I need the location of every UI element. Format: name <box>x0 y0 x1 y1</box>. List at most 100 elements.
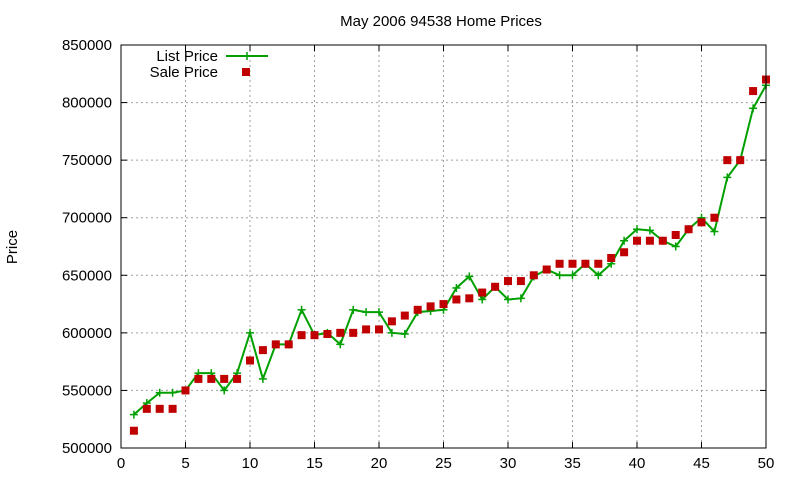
list-price-point <box>594 271 603 280</box>
x-tick-label: 40 <box>629 455 646 472</box>
y-tick-label: 500000 <box>62 440 112 457</box>
series-layer <box>129 75 770 435</box>
y-tick-label: 700000 <box>62 210 112 227</box>
sale-price-point <box>465 294 474 303</box>
list-price-point <box>452 283 461 292</box>
sale-price-point <box>426 302 435 311</box>
x-tick-label: 30 <box>500 455 517 472</box>
sale-price-point <box>516 277 525 286</box>
sale-price-point <box>504 277 512 286</box>
list-price-point <box>671 242 680 251</box>
sale-price-point <box>284 340 293 349</box>
list-price-point <box>297 305 306 314</box>
sale-price-point <box>620 248 629 257</box>
sale-price-point <box>697 218 706 227</box>
sale-price-point <box>581 259 590 268</box>
list-price-point <box>362 308 371 317</box>
y-tick-label: 750000 <box>62 152 112 169</box>
sale-price-point <box>375 325 383 334</box>
list-price-point <box>723 173 732 182</box>
list-price-point <box>504 295 512 304</box>
legend-marker-sale-price <box>242 68 250 76</box>
x-tick-label: 20 <box>371 455 388 472</box>
sale-price-point <box>684 225 693 234</box>
x-tick-label: 15 <box>306 455 323 472</box>
sale-price-point <box>645 236 654 245</box>
list-price-point <box>710 227 719 236</box>
sale-price-point <box>181 386 190 395</box>
list-price-point <box>620 236 629 245</box>
x-tick-label: 0 <box>117 455 125 472</box>
sale-price-point <box>155 404 164 413</box>
sale-price-point <box>529 271 538 280</box>
sale-price-point <box>349 328 358 337</box>
y-axis-label: Price <box>4 230 21 264</box>
sale-price-point <box>271 340 280 349</box>
sale-price-point <box>362 325 371 334</box>
sale-price-point <box>336 328 345 337</box>
list-price-point <box>568 271 577 280</box>
series-line-list-price <box>133 84 767 416</box>
x-tick-label: 10 <box>242 455 259 472</box>
sale-price-point <box>439 300 448 309</box>
legend: List Price Sale Price <box>150 48 268 81</box>
sale-price-point <box>478 288 487 297</box>
sale-price-point <box>194 374 203 383</box>
list-price-point <box>246 328 254 337</box>
sale-price-point <box>710 213 719 222</box>
list-price-point <box>387 328 396 337</box>
sale-price-point <box>736 156 745 165</box>
sale-price-point <box>749 87 758 96</box>
list-price-point <box>129 410 138 419</box>
list-price-point <box>349 305 358 314</box>
list-price-point <box>633 225 641 234</box>
list-price-point <box>258 374 267 383</box>
sale-price-point <box>658 236 667 245</box>
list-price-point <box>220 386 229 395</box>
sale-price-point <box>594 259 603 268</box>
y-tick-label: 550000 <box>62 382 112 399</box>
list-price-point <box>516 294 525 303</box>
x-tick-label: 35 <box>564 455 581 472</box>
sale-price-point <box>723 156 732 165</box>
list-price-point <box>465 272 474 281</box>
sale-price-point <box>555 259 564 268</box>
sale-price-point <box>323 330 332 339</box>
x-tick-label: 25 <box>435 455 452 472</box>
list-price-point <box>375 308 383 317</box>
legend-label-list-price: List Price <box>156 48 218 65</box>
sale-price-point <box>310 331 319 340</box>
sale-price-point <box>142 404 151 413</box>
sale-price-point <box>542 265 551 274</box>
chart-title: May 2006 94538 Home Prices <box>340 13 542 30</box>
list-price-point <box>478 295 487 304</box>
list-price-point <box>155 388 164 397</box>
x-tick-label: 50 <box>758 455 775 472</box>
list-price-point <box>749 104 758 113</box>
sale-price-point <box>246 356 254 365</box>
sale-price-point <box>168 404 177 413</box>
y-tick-label: 650000 <box>62 267 112 284</box>
sale-price-point <box>633 236 641 245</box>
sale-price-point <box>671 230 680 239</box>
legend-marker-list-price <box>243 52 251 60</box>
x-tick-label: 45 <box>693 455 710 472</box>
list-price-point <box>555 271 564 280</box>
sale-price-point <box>568 259 577 268</box>
y-tick-label: 800000 <box>62 95 112 112</box>
list-price-point <box>168 388 177 397</box>
list-price-point <box>336 340 345 349</box>
grid <box>121 45 766 448</box>
sale-price-point <box>233 374 242 383</box>
sale-price-point <box>258 346 267 355</box>
sale-price-point <box>413 305 422 314</box>
sale-price-point <box>297 331 306 340</box>
sale-price-point <box>387 317 396 326</box>
list-price-point <box>400 330 409 339</box>
sale-price-point <box>220 374 229 383</box>
sale-price-point <box>129 426 138 435</box>
sale-price-point <box>452 295 461 304</box>
x-tick-label: 5 <box>181 455 189 472</box>
list-price-point <box>645 226 654 235</box>
